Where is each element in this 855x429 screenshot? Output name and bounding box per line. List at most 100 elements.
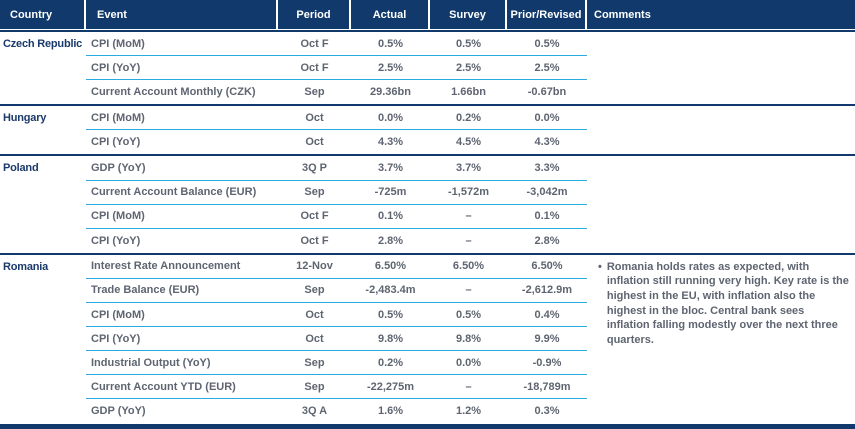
event-cell: CPI (MoM) [91, 210, 145, 223]
survey-cell: – [465, 380, 472, 393]
event-cell: Trade Balance (EUR) [91, 284, 200, 297]
country-group-poland: Poland GDP (YoY) 3Q P 3.7% 3.7% 3.3% Cur… [0, 154, 855, 252]
prior-cell: 3.3% [534, 162, 560, 175]
prior-cell: 6.50% [531, 260, 563, 273]
country-group-romania: Romania Interest Rate Announcement 12-No… [0, 252, 855, 424]
period-cell: Oct F [300, 210, 329, 223]
event-row: Current Account Monthly (CZK) Sep 29.36b… [86, 80, 587, 104]
actual-cell: 2.5% [377, 61, 404, 74]
survey-cell: 1.2% [455, 405, 482, 418]
actual-cell: 6.50% [374, 260, 407, 273]
comments-cell [587, 106, 855, 154]
event-cell: Industrial Output (YoY) [91, 356, 211, 369]
period-cell: 3Q A [301, 405, 328, 418]
event-cell: CPI (MoM) [91, 308, 145, 321]
group-rows: GDP (YoY) 3Q P 3.7% 3.7% 3.3% Current Ac… [86, 156, 587, 252]
event-row: CPI (YoY) Oct F 2.5% 2.5% 2.5% [86, 56, 587, 81]
event-cell: Current Account YTD (EUR) [91, 380, 236, 393]
group-rows: CPI (MoM) Oct 0.0% 0.2% 0.0% CPI (YoY) O… [86, 106, 587, 154]
event-cell: Current Account Balance (EUR) [91, 186, 257, 199]
period-cell: Oct [305, 111, 324, 124]
prior-cell: 2.5% [534, 61, 560, 74]
group-rows: Interest Rate Announcement 12-Nov 6.50% … [86, 255, 587, 424]
header-cell-comments: Comments [594, 8, 651, 21]
period-cell: Oct [305, 136, 324, 149]
event-cell: GDP (YoY) [91, 405, 146, 418]
country-label: Hungary [3, 112, 47, 125]
event-row: CPI (MoM) Oct 0.5% 0.5% 0.4% [86, 303, 587, 328]
period-cell: Oct F [300, 61, 329, 74]
event-row: GDP (YoY) 3Q P 3.7% 3.7% 3.3% [86, 156, 587, 181]
actual-cell: 2.8% [377, 234, 404, 247]
period-cell: Sep [304, 380, 325, 393]
prior-cell: 9.9% [534, 332, 560, 345]
actual-cell: 1.6% [377, 405, 404, 418]
prior-cell: 4.3% [534, 136, 560, 149]
period-cell: Oct F [300, 234, 329, 247]
survey-cell: – [465, 234, 472, 247]
event-cell: CPI (MoM) [91, 111, 145, 124]
prior-cell: -18,789m [523, 380, 571, 393]
actual-cell: 0.1% [377, 210, 404, 223]
table-header: Country Event Period Actual Survey Prior… [0, 0, 855, 29]
event-cell: CPI (MoM) [91, 37, 145, 50]
survey-cell: 0.5% [455, 37, 482, 50]
event-cell: Interest Rate Announcement [91, 260, 241, 273]
header-cell-country: Country [0, 0, 86, 29]
survey-cell: 3.7% [455, 162, 482, 175]
event-row: CPI (MoM) Oct F 0.1% – 0.1% [86, 205, 587, 229]
survey-cell: 6.50% [452, 260, 485, 273]
period-cell: Sep [304, 86, 325, 99]
event-row: CPI (YoY) Oct 4.3% 4.5% 4.3% [86, 130, 587, 154]
country-label: Czech Republic [3, 38, 83, 50]
survey-cell: – [465, 284, 472, 297]
prior-cell: 0.3% [534, 405, 560, 418]
header-cell-prior-revised: Prior/Revised [507, 0, 587, 29]
comment-item: • Romania holds rates as expected, with … [598, 260, 849, 348]
header-cell-survey: Survey [430, 0, 507, 29]
group-rows: CPI (MoM) Oct F 0.5% 0.5% 0.5% CPI (YoY)… [86, 32, 587, 104]
period-cell: 12-Nov [296, 260, 333, 273]
actual-cell: 0.2% [377, 356, 404, 369]
prior-cell: -3,042m [526, 186, 568, 199]
survey-cell: 1.66bn [451, 86, 486, 99]
country-group-hungary: Hungary CPI (MoM) Oct 0.0% 0.2% 0.0% CPI… [0, 104, 855, 154]
header-cell-actual: Actual [351, 0, 430, 29]
event-cell: CPI (YoY) [91, 61, 141, 74]
period-cell: Sep [304, 356, 325, 369]
event-row: CPI (YoY) Oct 9.8% 9.8% 9.9% [86, 327, 587, 352]
survey-cell: 2.5% [455, 61, 482, 74]
actual-cell: -2,483.4m [365, 284, 416, 297]
header-cell-event: Event [86, 0, 278, 29]
event-row: CPI (YoY) Oct F 2.8% – 2.8% [86, 229, 587, 253]
actual-cell: 0.5% [377, 37, 404, 50]
event-cell: CPI (YoY) [91, 136, 141, 149]
actual-cell: 9.8% [377, 332, 404, 345]
survey-cell: – [465, 210, 472, 223]
survey-cell: 9.8% [455, 332, 482, 345]
survey-cell: 4.5% [455, 136, 482, 149]
event-row: Current Account YTD (EUR) Sep -22,275m –… [86, 375, 587, 400]
prior-cell: 0.4% [534, 308, 560, 321]
period-cell: Oct [305, 332, 324, 345]
actual-cell: 3.7% [377, 162, 404, 175]
prior-cell: 0.0% [534, 111, 560, 124]
country-group-czech-republic: Czech Republic CPI (MoM) Oct F 0.5% 0.5%… [0, 30, 855, 104]
prior-cell: -0.67bn [527, 86, 567, 99]
prior-cell: 0.1% [534, 210, 560, 223]
header-cell-period: Period [278, 0, 351, 29]
comments-cell: • Romania holds rates as expected, with … [587, 255, 855, 424]
country-label: Romania [3, 260, 49, 273]
period-cell: Sep [304, 284, 325, 297]
actual-cell: 0.0% [377, 111, 404, 124]
event-cell: CPI (YoY) [91, 332, 141, 345]
event-row: GDP (YoY) 3Q A 1.6% 1.2% 0.3% [86, 399, 587, 423]
period-cell: 3Q P [301, 162, 328, 175]
actual-cell: 29.36bn [370, 86, 411, 99]
actual-cell: -22,275m [366, 380, 415, 393]
event-row: CPI (MoM) Oct 0.0% 0.2% 0.0% [86, 106, 587, 131]
survey-cell: 0.2% [455, 111, 482, 124]
event-row: CPI (MoM) Oct F 0.5% 0.5% 0.5% [86, 32, 587, 57]
actual-cell: 4.3% [377, 136, 404, 149]
